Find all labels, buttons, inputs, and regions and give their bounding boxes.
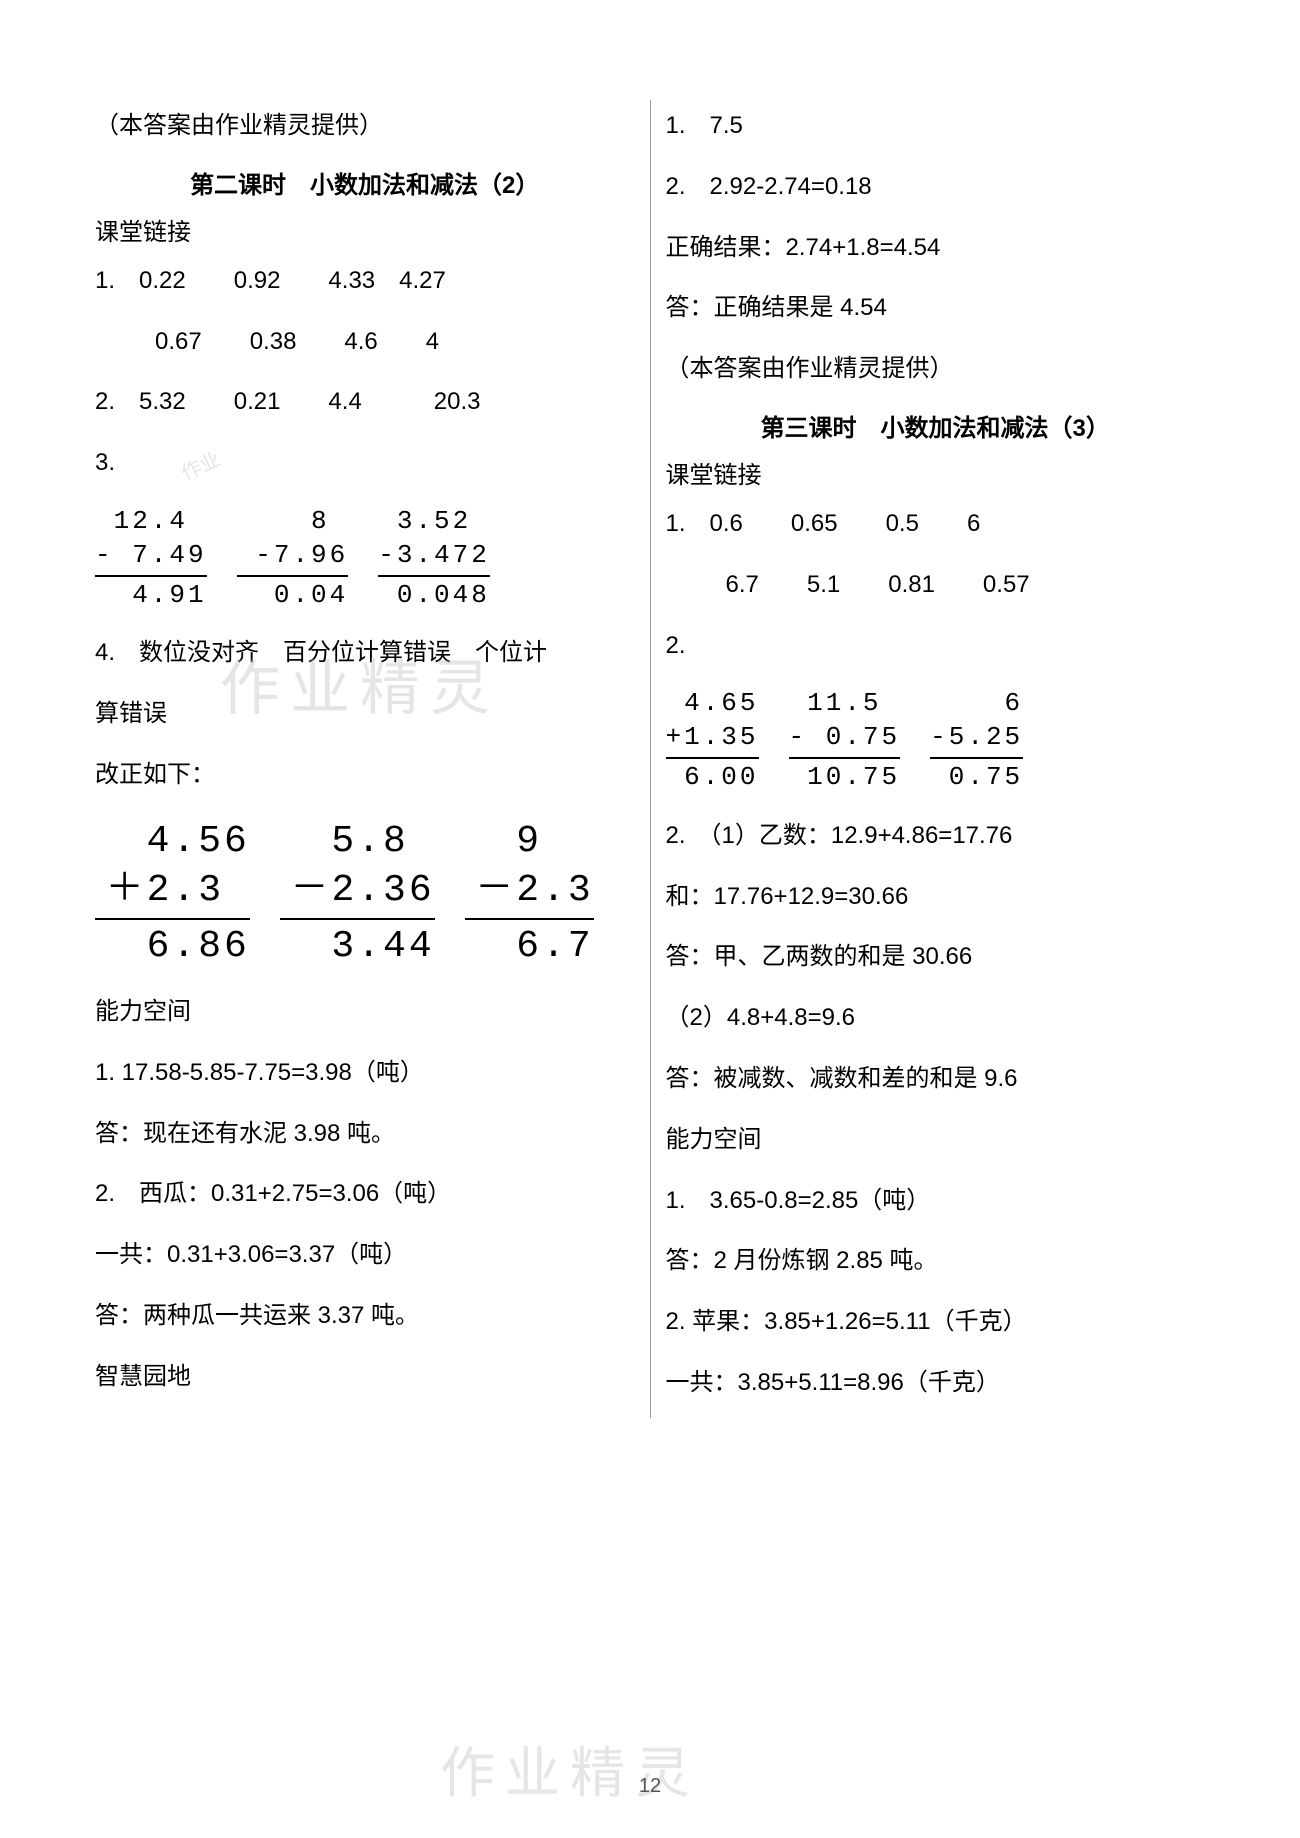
- r-ability-q2: 2. 苹果：3.85+1.26=5.11（千克）: [666, 1296, 1206, 1349]
- wisdom-heading: 智慧园地: [95, 1351, 635, 1404]
- q2-row: 2. 5.32 0.21 4.4 20.3: [95, 376, 635, 429]
- rq3-a: 2. （1）乙数：12.9+4.86=17.76: [666, 810, 1206, 863]
- calc-mid: -5.25: [930, 721, 1023, 759]
- calc-top: 8: [237, 505, 349, 539]
- rq3-c: 答：甲、乙两数的和是 30.66: [666, 931, 1206, 984]
- calc-item: 4.56 ＋2.3 6.86: [95, 817, 250, 971]
- calc-block-r2: 4.65 +1.35 6.00 11.5 - 0.75 10.75 6 -5.2…: [666, 687, 1206, 794]
- calc-bottom: 0.04: [237, 577, 349, 613]
- calc-top: 3.52: [378, 505, 490, 539]
- ability-q2-answer: 答：两种瓜一共运来 3.37 吨。: [95, 1290, 635, 1343]
- r-ability-q1: 1. 3.65-0.8=2.85（吨）: [666, 1175, 1206, 1228]
- credit-line: （本答案由作业精灵提供）: [95, 100, 635, 153]
- rq2-label: 2.: [666, 620, 1206, 673]
- calc-item: 11.5 - 0.75 10.75: [789, 687, 901, 794]
- calc-bottom: 0.75: [930, 759, 1023, 795]
- q4-line-b: 算错误: [95, 688, 635, 741]
- page-number: 12: [639, 1775, 661, 1798]
- calc-top: 6: [930, 687, 1023, 721]
- q1-row-a: 1. 0.22 0.92 4.33 4.27: [95, 255, 635, 308]
- calc-mid: -7.96: [237, 539, 349, 577]
- calc-top: 11.5: [789, 687, 901, 721]
- classroom-link-heading: 课堂链接: [666, 455, 1206, 490]
- r-line-1: 1. 7.5: [666, 100, 1206, 153]
- calc-top: 5.8: [280, 817, 435, 866]
- calc-top: 4.65: [666, 687, 759, 721]
- calc-item: 6 -5.25 0.75: [930, 687, 1023, 794]
- calc-block-4: 4.56 ＋2.3 6.86 5.8 －2.36 3.44 9 －2.3 6.7: [95, 817, 635, 971]
- q4-line-a: 4. 数位没对齐 百分位计算错误 个位计: [95, 627, 635, 680]
- calc-top: 12.4: [95, 505, 207, 539]
- rq3-b: 和：17.76+12.9=30.66: [666, 871, 1206, 924]
- ability-q2b: 一共：0.31+3.06=3.37（吨）: [95, 1229, 635, 1282]
- lesson-3-title: 第三课时 小数加法和减法（3）: [666, 408, 1206, 443]
- ability-heading: 能力空间: [95, 986, 635, 1039]
- calc-mid: - 7.49: [95, 539, 207, 577]
- calc-mid: +1.35: [666, 721, 759, 759]
- credit-line: （本答案由作业精灵提供）: [666, 343, 1206, 396]
- r-ability-q1-answer: 答：2 月份炼钢 2.85 吨。: [666, 1235, 1206, 1288]
- calc-item: 8 -7.96 0.04: [237, 505, 349, 612]
- calc-mid: －2.36: [280, 866, 435, 919]
- r-line-2: 2. 2.92-2.74=0.18: [666, 161, 1206, 214]
- q1-row-b: 0.67 0.38 4.6 4: [95, 316, 635, 369]
- calc-top: 9: [465, 817, 594, 866]
- worksheet-page: （本答案由作业精灵提供） 第二课时 小数加法和减法（2） 课堂链接 1. 0.2…: [0, 0, 1300, 1478]
- calc-block-3: 12.4 - 7.49 4.91 8 -7.96 0.04 3.52 -3.47…: [95, 505, 635, 612]
- calc-mid: －2.3: [465, 866, 594, 919]
- ability-q1: 1. 17.58-5.85-7.75=3.98（吨）: [95, 1047, 635, 1100]
- ability-q1-answer: 答：现在还有水泥 3.98 吨。: [95, 1108, 635, 1161]
- calc-item: 9 －2.3 6.7: [465, 817, 594, 971]
- calc-bottom: 6.00: [666, 759, 759, 795]
- calc-bottom: 0.048: [378, 577, 490, 613]
- ability-q2: 2. 西瓜：0.31+2.75=3.06（吨）: [95, 1168, 635, 1221]
- q4-line-c: 改正如下：: [95, 749, 635, 802]
- calc-top: 4.56: [95, 817, 250, 866]
- calc-bottom: 3.44: [280, 920, 435, 971]
- calc-bottom: 10.75: [789, 759, 901, 795]
- classroom-link-heading: 课堂链接: [95, 212, 635, 247]
- r-line-3: 正确结果：2.74+1.8=4.54: [666, 222, 1206, 275]
- rq1-b: 6.7 5.1 0.81 0.57: [666, 559, 1206, 612]
- r-ability-heading: 能力空间: [666, 1114, 1206, 1167]
- calc-item: 3.52 -3.472 0.048: [378, 505, 490, 612]
- lesson-2-title: 第二课时 小数加法和减法（2）: [95, 165, 635, 200]
- calc-bottom: 6.86: [95, 920, 250, 971]
- calc-mid: ＋2.3: [95, 866, 250, 919]
- calc-bottom: 6.7: [465, 920, 594, 971]
- calc-bottom: 4.91: [95, 577, 207, 613]
- rq1-a: 1. 0.6 0.65 0.5 6: [666, 498, 1206, 551]
- right-column: 1. 7.5 2. 2.92-2.74=0.18 正确结果：2.74+1.8=4…: [651, 100, 1221, 1418]
- calc-mid: - 0.75: [789, 721, 901, 759]
- calc-item: 12.4 - 7.49 4.91: [95, 505, 207, 612]
- calc-item: 5.8 －2.36 3.44: [280, 817, 435, 971]
- r-ability-q2b: 一共：3.85+5.11=8.96（千克）: [666, 1357, 1206, 1410]
- rq3-e: 答：被减数、减数和差的和是 9.6: [666, 1053, 1206, 1106]
- calc-item: 4.65 +1.35 6.00: [666, 687, 759, 794]
- rq3-d: （2）4.8+4.8=9.6: [666, 992, 1206, 1045]
- q3-label: 3.: [95, 437, 635, 490]
- r-line-4: 答：正确结果是 4.54: [666, 282, 1206, 335]
- left-column: （本答案由作业精灵提供） 第二课时 小数加法和减法（2） 课堂链接 1. 0.2…: [80, 100, 651, 1418]
- calc-mid: -3.472: [378, 539, 490, 577]
